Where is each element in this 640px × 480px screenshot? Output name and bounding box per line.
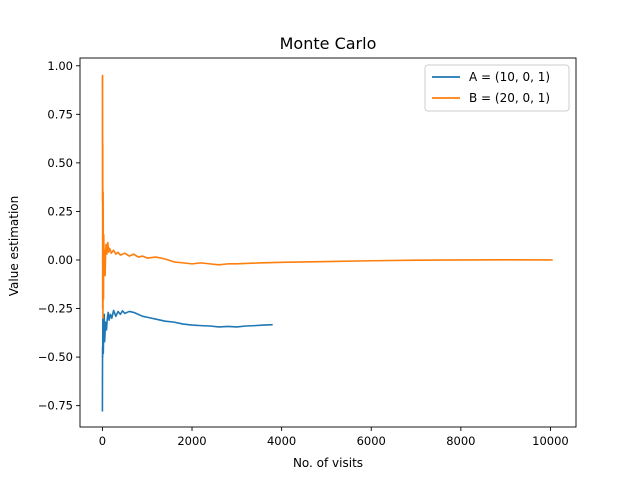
x-tick-label: 10000 [532, 434, 569, 448]
legend: A = (10, 0, 1) B = (20, 0, 1) [424, 64, 570, 112]
x-axis-label: No. of visits [293, 456, 363, 470]
plot-background [80, 58, 576, 427]
axes-layer: 0 2000 4000 6000 8000 10000 −0.75 −0.50 −0.25 0.0… [38, 57, 577, 448]
legend-label-a: A = (10, 0, 1) [469, 70, 550, 84]
legend-box [424, 64, 570, 112]
axes-frame [79, 57, 577, 428]
y-tick-label: 0.75 [47, 107, 73, 121]
y-tick-label: −0.25 [38, 302, 73, 316]
x-tick-label: 6000 [357, 434, 386, 448]
y-tick-label: 0.25 [47, 204, 73, 218]
plot-area [80, 58, 576, 427]
y-tick-label: 1.00 [47, 59, 73, 73]
series-line-b [101, 74, 553, 320]
y-axis-label: Value estimation [7, 196, 21, 296]
y-tick-label: 0.50 [47, 156, 73, 170]
y-tick-label: −0.50 [38, 350, 73, 364]
series-line-a [101, 309, 273, 412]
x-tick-label: 0 [99, 434, 106, 448]
x-tick-label: 8000 [446, 434, 475, 448]
x-tick-label: 4000 [267, 434, 296, 448]
chart-title: Monte Carlo [280, 34, 377, 53]
series-layer [101, 74, 553, 412]
y-tick-label: −0.75 [38, 399, 73, 413]
legend-label-b: B = (20, 0, 1) [469, 91, 550, 105]
x-tick-label: 2000 [177, 434, 206, 448]
y-tick-label: 0.00 [47, 253, 73, 267]
